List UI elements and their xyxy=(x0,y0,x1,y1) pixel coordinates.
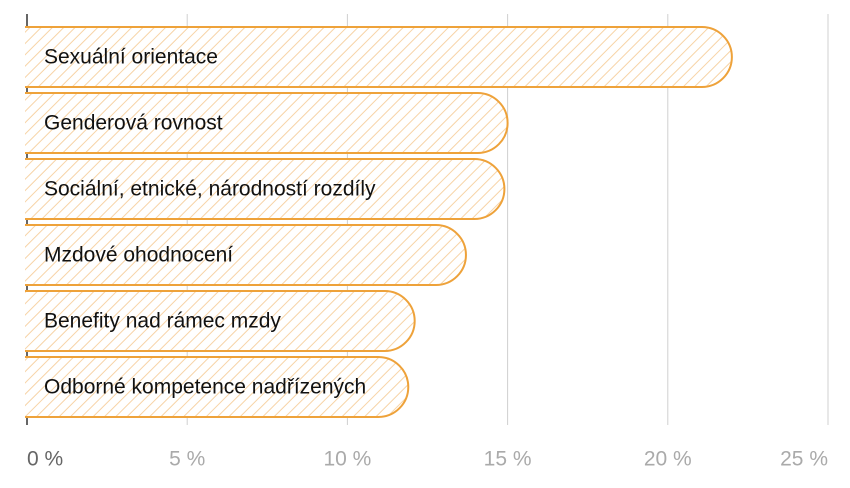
bar-label: Sexuální orientace xyxy=(44,46,218,69)
x-tick-label: 10 % xyxy=(323,448,371,471)
bar-label: Mzdové ohodnocení xyxy=(44,244,233,267)
bar-label: Sociální, etnické, národností rozdíly xyxy=(44,178,376,201)
bar-label: Genderová rovnost xyxy=(44,112,223,135)
x-tick-label: 15 % xyxy=(484,448,532,471)
bar xyxy=(25,290,416,352)
bar-label: Odborné kompetence nadřízených xyxy=(44,376,366,399)
x-tick-label: 25 % xyxy=(780,448,828,471)
bar-label: Benefity nad rámec mzdy xyxy=(44,310,281,333)
bar xyxy=(25,356,410,418)
x-tick-label: 0 % xyxy=(27,448,63,471)
x-tick-label: 5 % xyxy=(169,448,205,471)
x-tick-label: 20 % xyxy=(644,448,692,471)
bar xyxy=(25,158,506,220)
bar xyxy=(25,224,467,286)
bar xyxy=(25,92,509,154)
bar xyxy=(25,26,733,88)
